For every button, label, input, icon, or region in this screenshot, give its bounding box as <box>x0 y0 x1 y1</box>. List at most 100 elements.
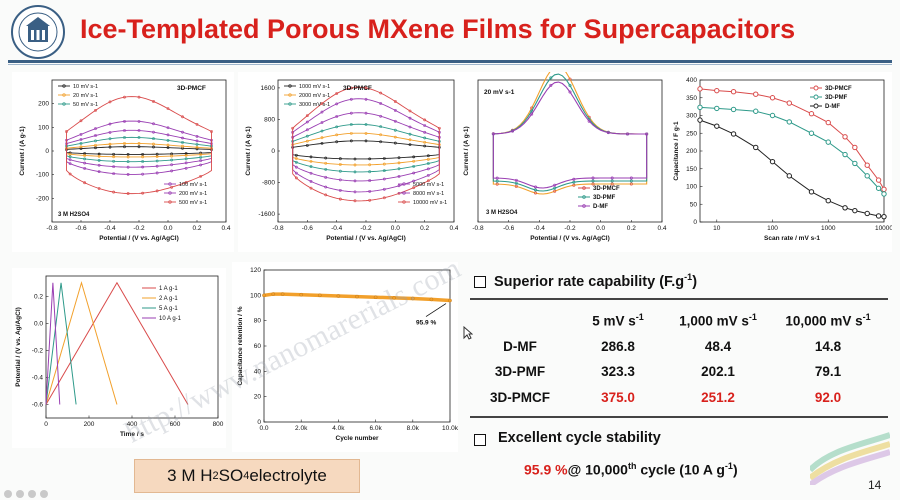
series-line <box>699 119 885 218</box>
cv-marker <box>305 114 309 118</box>
cv-marker <box>294 171 298 175</box>
cv-marker <box>199 175 203 178</box>
slide-title: Ice-Templated Porous MXene Films for Sup… <box>80 14 796 44</box>
y-tick-label: 1600 <box>261 85 276 92</box>
cv-marker <box>152 100 155 103</box>
x-tick-label: 2.0k <box>295 425 308 432</box>
cv-marker <box>412 155 416 159</box>
title-rule <box>8 60 892 63</box>
cv-marker <box>199 159 203 163</box>
cv-marker <box>309 165 313 168</box>
table-cell: 79.1 <box>814 364 842 379</box>
x-tick-label: 200 <box>84 421 95 428</box>
cv-curve <box>292 112 440 182</box>
legend-label: 20 mV s-1 <box>73 93 98 99</box>
cv-marker <box>349 97 353 101</box>
cv-marker <box>393 100 397 103</box>
cv-marker <box>309 155 313 159</box>
cv-marker <box>294 160 298 164</box>
cv-marker <box>126 160 130 164</box>
table-column-header: 10,000 mV s-1 <box>785 312 871 329</box>
cv-curve <box>292 132 440 166</box>
legend-marker <box>62 84 66 88</box>
x-tick-label: -0.2 <box>360 225 372 232</box>
x-tick-label: 0.4 <box>221 225 230 232</box>
table-cell: 48.4 <box>704 339 732 354</box>
cv-marker <box>126 192 130 195</box>
x-tick-label: 6.0k <box>369 425 382 432</box>
cv-marker <box>324 161 328 165</box>
x-tick-label: -0.6 <box>503 225 515 232</box>
data-point <box>852 207 858 214</box>
cv-marker <box>393 128 397 132</box>
data-point <box>864 210 870 217</box>
cv-marker <box>166 146 170 150</box>
y-axis-label: Potential / (V vs. Ag/AgCl) <box>15 307 22 387</box>
cv-marker <box>629 179 633 183</box>
cv-marker <box>382 187 386 191</box>
cv-marker <box>97 170 101 174</box>
cv-marker <box>141 172 145 176</box>
y-tick-label: 800 <box>264 116 275 123</box>
legend-marker <box>813 103 819 109</box>
data-point <box>730 89 737 95</box>
data-point <box>769 112 776 119</box>
cv-marker <box>79 119 83 123</box>
x-tick-label: -0.4 <box>104 225 116 232</box>
cv-marker <box>393 135 397 139</box>
x-tick-label: -0.8 <box>46 225 58 232</box>
x-tick-label: 0 <box>44 421 48 428</box>
x-tick-label: 0.2 <box>192 225 201 232</box>
data-point <box>864 162 870 168</box>
cv-marker <box>68 158 72 162</box>
data-point <box>410 296 415 301</box>
legend-marker <box>813 94 819 100</box>
cv-marker <box>572 180 576 184</box>
mouse-cursor-icon <box>463 326 473 340</box>
cv-marker <box>368 157 372 161</box>
x-tick-label: 10.0k <box>442 425 458 432</box>
rate-heading: Superior rate capability (F.g-1) <box>494 272 698 290</box>
legend-label: 5000 mV s-1 <box>413 182 444 188</box>
panel-label: 3D-PMCF <box>177 85 206 92</box>
y-tick-label: 300 <box>686 113 697 120</box>
cv-marker <box>397 184 401 188</box>
rate-capability-chart: 10 100 1000 10000 0 50 100 150 200 250 300 350 400 Sc… <box>670 72 892 252</box>
cv-marker <box>65 130 68 133</box>
gcd-curve <box>45 281 189 405</box>
data-point <box>697 86 703 92</box>
cv-marker <box>610 182 614 186</box>
data-point <box>448 298 452 303</box>
checkbox-bullet-2 <box>474 434 486 446</box>
data-point <box>262 293 266 298</box>
cv-marker <box>426 173 430 177</box>
cv-marker <box>305 143 309 147</box>
x-tick-label: -0.6 <box>302 225 314 232</box>
x-tick-label: 0.0 <box>596 225 605 232</box>
gcd-curve <box>45 282 61 405</box>
legend-label: 3D-PMCF <box>825 86 852 92</box>
table-cell: 202.1 <box>701 364 735 379</box>
data-point <box>714 87 720 94</box>
cv-marker <box>112 190 116 194</box>
annotation-arrow <box>425 303 447 317</box>
x-tick-label: 0.2 <box>420 225 429 232</box>
data-point <box>429 297 434 302</box>
cv-marker <box>338 189 342 192</box>
cv-curve <box>492 73 648 192</box>
gcd-curve <box>45 282 77 405</box>
y-tick-label: 350 <box>686 95 697 102</box>
cv-marker <box>553 183 557 187</box>
cv-marker <box>320 142 324 145</box>
cv-marker <box>423 140 427 144</box>
cv-marker <box>645 132 649 136</box>
cv-marker <box>152 122 155 126</box>
cv-marker <box>426 179 430 183</box>
cv-marker <box>309 186 313 190</box>
cv-marker <box>166 133 170 137</box>
cv-marker <box>397 167 401 171</box>
cv-marker <box>126 173 130 176</box>
cv-marker <box>112 165 116 169</box>
cv-marker <box>68 162 72 166</box>
